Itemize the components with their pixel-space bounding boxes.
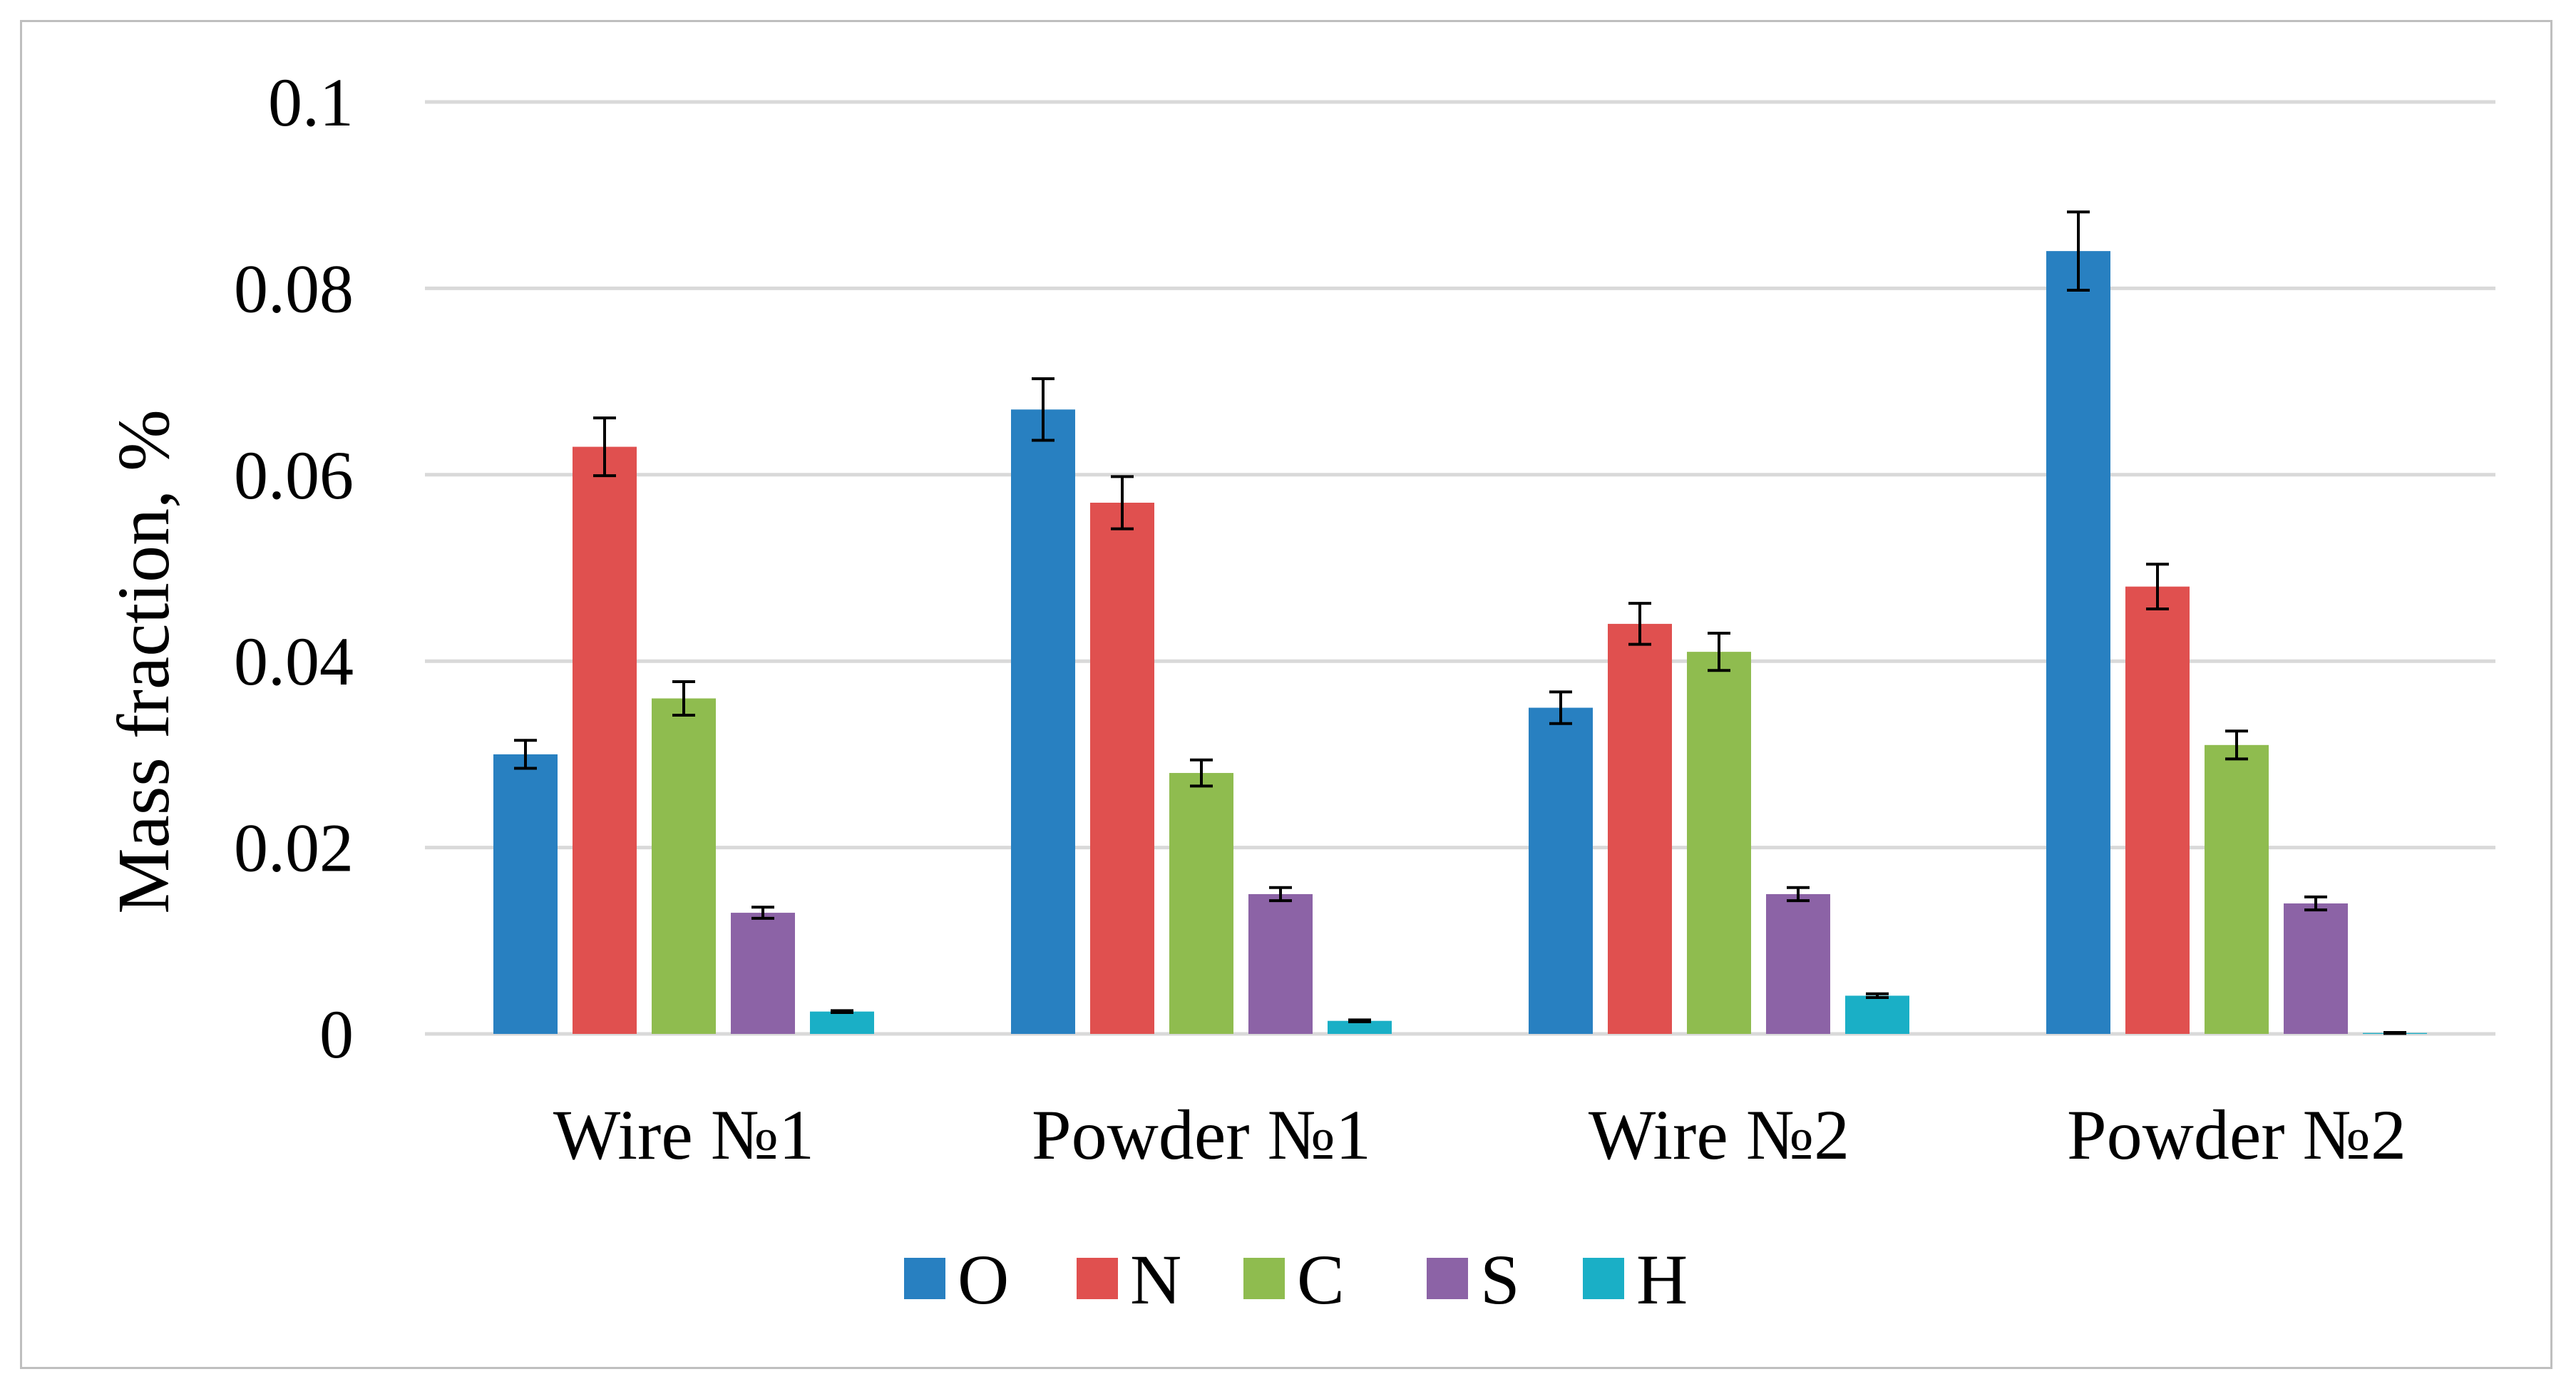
error-bar-C-2 [1708,631,1730,672]
bar-C-1 [1169,773,1233,1034]
error-bar-C-1 [1190,758,1213,788]
legend-label: H [1636,1240,1688,1319]
y-axis-label: Mass fraction, % [103,409,185,914]
category-labels: Wire №1 Powder №1 Wire №2 Powder №2 [553,1095,2406,1174]
bars [493,251,2427,1034]
category-label: Powder №1 [1032,1095,1371,1174]
legend-swatch [1243,1258,1285,1299]
y-tick-label: 0.08 [234,250,354,327]
error-bar-O-1 [1032,377,1054,442]
bar-H-0 [810,1011,874,1034]
error-bar-O-3 [2067,210,2090,292]
y-tick-label: 0.02 [234,810,354,886]
legend-swatch [1077,1258,1118,1299]
error-bar-N-1 [1111,475,1134,531]
category-label: Wire №1 [553,1095,814,1174]
bar-N-0 [573,446,637,1034]
error-bar-N-2 [1628,602,1651,646]
y-tick-label: 0.06 [234,437,354,513]
bar-S-3 [2284,903,2348,1034]
bar-C-3 [2205,744,2269,1034]
legend-item-S: S [1427,1240,1520,1319]
bar-O-3 [2046,251,2110,1034]
y-tick-label: 0.1 [268,64,354,140]
category-label: Powder №2 [2067,1095,2406,1174]
bar-S-0 [731,913,795,1034]
error-bar-H-2 [1866,992,1889,1000]
legend-label: N [1130,1240,1181,1319]
error-bar-H-1 [1348,1018,1371,1024]
bar-S-1 [1248,893,1313,1034]
bar-N-3 [2125,586,2190,1034]
error-bar-H-3 [2383,1031,2406,1035]
y-tick-labels: 0 0.02 0.04 0.06 0.08 0.1 [234,64,354,1072]
bar-H-2 [1845,995,1909,1034]
y-tick-label: 0.04 [234,623,354,699]
bar-N-2 [1608,623,1672,1034]
legend-item-C: C [1243,1240,1345,1319]
legend-item-N: N [1077,1240,1181,1319]
legend-label: O [958,1240,1009,1319]
error-bar-S-0 [751,906,774,920]
error-bar-S-3 [2304,895,2327,912]
legend-item-H: H [1583,1240,1688,1319]
bar-N-1 [1090,503,1154,1034]
error-bar-S-1 [1269,886,1292,903]
error-bar-N-3 [2146,563,2169,611]
bar-O-1 [1011,409,1075,1034]
error-bar-O-2 [1549,690,1572,725]
bar-S-2 [1766,893,1830,1034]
bar-H-1 [1328,1020,1392,1034]
error-bar-O-0 [514,739,537,770]
category-label: Wire №2 [1589,1095,1849,1174]
error-bar-N-0 [593,416,616,478]
bar-C-2 [1687,652,1751,1034]
legend-label: S [1480,1240,1520,1319]
bar-O-2 [1529,707,1593,1034]
bar-O-0 [493,754,558,1034]
legend-item-O: O [904,1240,1009,1319]
error-bars [514,210,2406,1035]
legend-label: C [1297,1240,1345,1319]
legend-swatch [904,1258,945,1299]
legend-swatch [1427,1258,1468,1299]
error-bar-S-2 [1787,886,1810,903]
legend-swatch [1583,1258,1624,1299]
error-bar-H-0 [831,1009,853,1014]
bar-C-0 [652,698,716,1034]
error-bar-C-3 [2225,729,2248,761]
error-bar-C-0 [672,680,695,717]
y-tick-label: 0 [319,996,354,1072]
